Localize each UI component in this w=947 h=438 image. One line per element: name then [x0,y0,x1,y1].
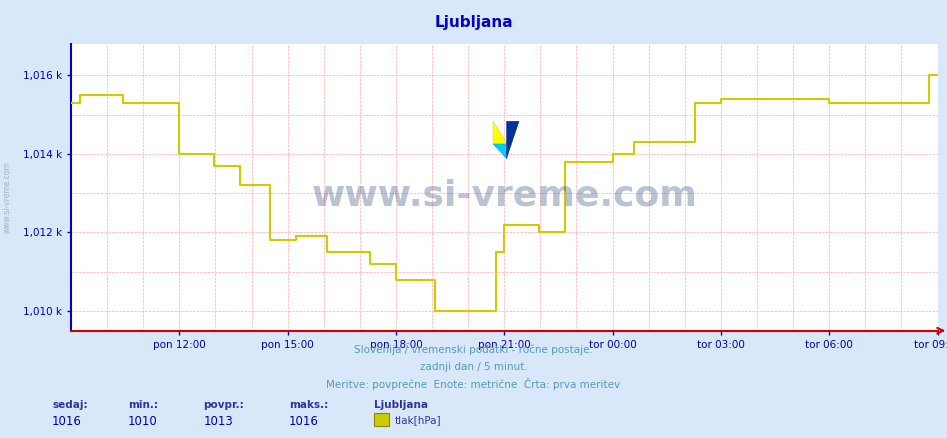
Text: Ljubljana: Ljubljana [434,15,513,30]
Text: sedaj:: sedaj: [52,400,88,410]
Text: min.:: min.: [128,400,158,410]
Text: povpr.:: povpr.: [204,400,244,410]
Text: zadnji dan / 5 minut.: zadnji dan / 5 minut. [420,362,527,372]
Text: Slovenija / vremenski podatki - ročne postaje.: Slovenija / vremenski podatki - ročne po… [354,344,593,355]
Polygon shape [493,121,507,145]
Text: maks.:: maks.: [289,400,328,410]
Polygon shape [493,145,507,159]
Text: 1016: 1016 [52,415,82,428]
Text: www.si-vreme.com: www.si-vreme.com [312,179,697,213]
Polygon shape [507,121,519,159]
Text: www.si-vreme.com: www.si-vreme.com [3,161,12,233]
Text: Meritve: povprečne  Enote: metrične  Črta: prva meritev: Meritve: povprečne Enote: metrične Črta:… [327,378,620,390]
Text: Ljubljana: Ljubljana [374,400,428,410]
Text: tlak[hPa]: tlak[hPa] [395,416,441,426]
Text: 1010: 1010 [128,415,157,428]
Text: 1013: 1013 [204,415,233,428]
Text: 1016: 1016 [289,415,319,428]
